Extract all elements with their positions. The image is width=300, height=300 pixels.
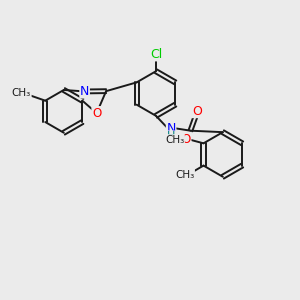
Text: O: O [182, 133, 191, 146]
Text: Cl: Cl [150, 48, 162, 61]
Text: H: H [167, 131, 175, 141]
Text: CH₃: CH₃ [12, 88, 31, 98]
Text: O: O [92, 106, 101, 120]
Text: CH₃: CH₃ [175, 169, 194, 179]
Text: N: N [80, 85, 89, 98]
Text: CH₃: CH₃ [165, 135, 184, 145]
Text: O: O [192, 105, 202, 118]
Text: N: N [167, 122, 176, 135]
